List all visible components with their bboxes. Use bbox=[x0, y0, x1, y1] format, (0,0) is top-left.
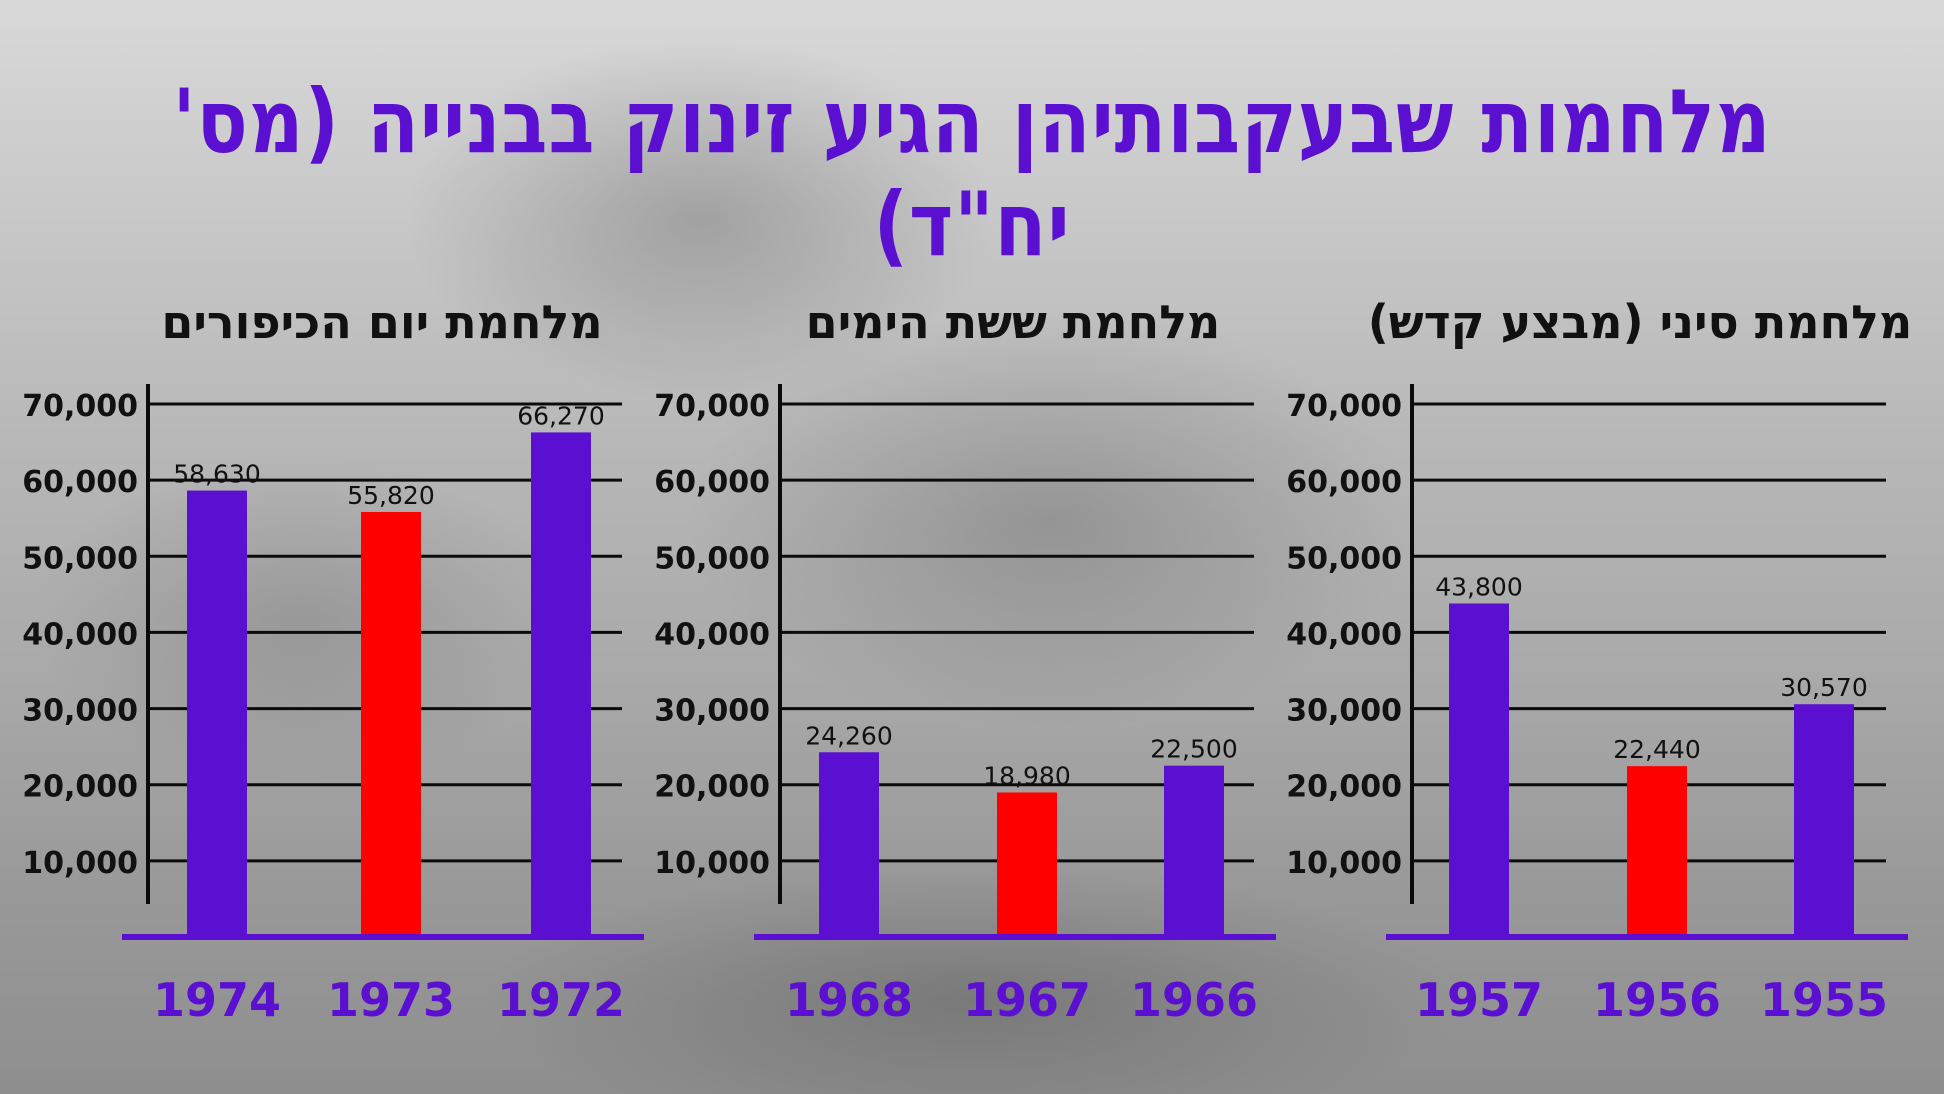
bar bbox=[187, 490, 247, 937]
y-tick-label: 60,000 bbox=[22, 465, 138, 500]
bar-value-label: 43,800 bbox=[1435, 572, 1522, 601]
y-tick-label: 40,000 bbox=[22, 617, 138, 652]
y-tick-label: 10,000 bbox=[1286, 846, 1402, 881]
y-tick-label: 10,000 bbox=[654, 846, 770, 881]
bar bbox=[361, 511, 421, 937]
y-tick-label: 70,000 bbox=[22, 389, 138, 424]
chart-title: מלחמת ששת הימים bbox=[806, 295, 1221, 349]
page-title: מלחמות שבעקבותיהן הגיע זינוק בבנייה (מס'… bbox=[172, 70, 1772, 276]
x-tick-label: 1968 bbox=[785, 973, 913, 1027]
y-tick-label: 50,000 bbox=[654, 541, 770, 576]
bar-value-label: 66,270 bbox=[517, 401, 604, 430]
bar-value-label: 58,630 bbox=[173, 460, 260, 489]
y-tick-label: 50,000 bbox=[22, 541, 138, 576]
x-tick-label: 1967 bbox=[963, 973, 1091, 1027]
x-tick-label: 1972 bbox=[497, 973, 625, 1027]
bar-value-label: 22,500 bbox=[1150, 735, 1237, 764]
bar-value-label: 18,980 bbox=[983, 761, 1070, 790]
chart-title: מלחמת סיני (מבצע קדש) bbox=[1368, 295, 1913, 349]
y-tick-label: 40,000 bbox=[1286, 617, 1402, 652]
bar bbox=[819, 752, 879, 937]
chart-title: מלחמת יום הכיפורים bbox=[161, 295, 602, 349]
y-tick-label: 30,000 bbox=[654, 694, 770, 729]
x-tick-label: 1973 bbox=[327, 973, 455, 1027]
y-tick-label: 50,000 bbox=[1286, 541, 1402, 576]
bar-value-label: 30,570 bbox=[1780, 673, 1867, 702]
y-tick-label: 70,000 bbox=[1286, 389, 1402, 424]
bar-value-label: 22,440 bbox=[1613, 735, 1700, 764]
y-tick-label: 60,000 bbox=[654, 465, 770, 500]
x-tick-label: 1966 bbox=[1130, 973, 1258, 1027]
x-tick-label: 1974 bbox=[153, 973, 281, 1027]
bar bbox=[1449, 603, 1509, 937]
y-tick-label: 70,000 bbox=[654, 389, 770, 424]
y-tick-label: 40,000 bbox=[654, 617, 770, 652]
y-tick-label: 20,000 bbox=[654, 770, 770, 805]
y-tick-label: 60,000 bbox=[1286, 465, 1402, 500]
x-tick-label: 1957 bbox=[1415, 973, 1543, 1027]
bar bbox=[997, 792, 1057, 937]
bar bbox=[1164, 765, 1224, 937]
x-tick-label: 1955 bbox=[1760, 973, 1888, 1027]
y-tick-label: 20,000 bbox=[1286, 770, 1402, 805]
y-tick-label: 10,000 bbox=[22, 846, 138, 881]
x-tick-label: 1956 bbox=[1593, 973, 1721, 1027]
bar bbox=[531, 432, 591, 937]
bar-value-label: 55,820 bbox=[347, 481, 434, 510]
bar-value-label: 24,260 bbox=[805, 721, 892, 750]
y-tick-label: 30,000 bbox=[1286, 694, 1402, 729]
bar bbox=[1627, 766, 1687, 937]
y-tick-label: 20,000 bbox=[22, 770, 138, 805]
y-tick-label: 30,000 bbox=[22, 694, 138, 729]
bar bbox=[1794, 704, 1854, 937]
